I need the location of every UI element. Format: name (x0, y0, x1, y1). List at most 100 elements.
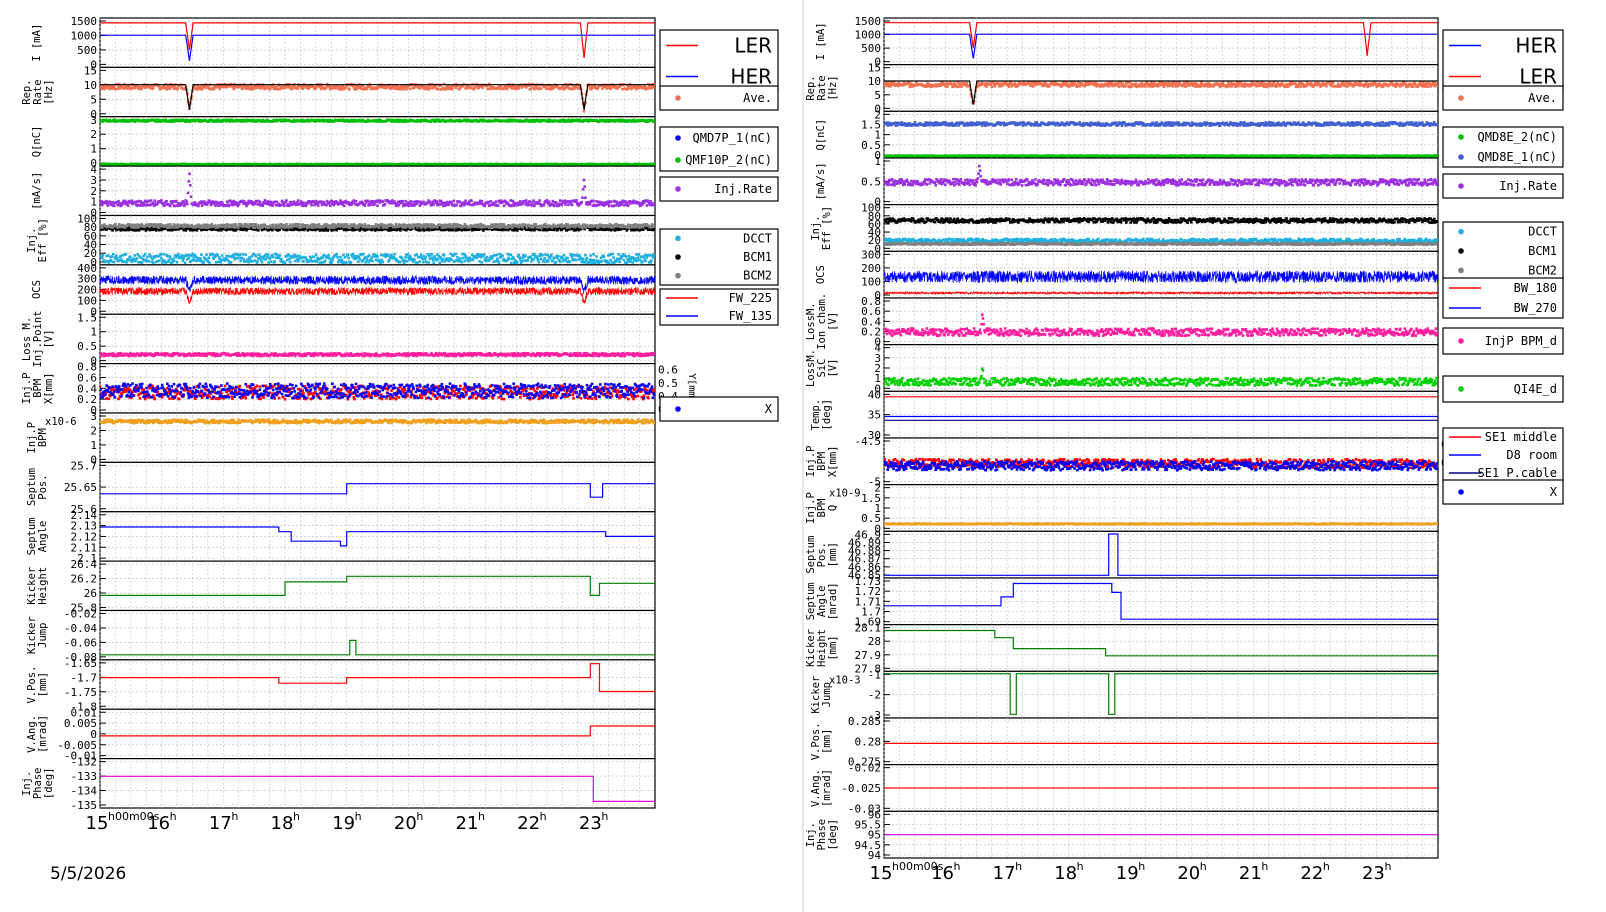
data-point (234, 201, 238, 204)
data-point (107, 120, 111, 123)
data-point (234, 252, 237, 256)
data-point (573, 258, 576, 261)
series-qmf10p-2-nc- (100, 162, 655, 167)
data-point (306, 85, 310, 88)
data-point (252, 201, 256, 204)
data-point (518, 256, 521, 259)
data-point (106, 86, 109, 90)
data-point (226, 254, 230, 258)
data-point (132, 257, 135, 260)
data-point (613, 84, 617, 88)
data-point (384, 255, 387, 258)
y-tick-label: 1000 (71, 29, 98, 42)
data-point (535, 84, 538, 88)
data-point (292, 118, 296, 122)
data-point (252, 87, 256, 90)
data-point (342, 204, 346, 208)
data-point (334, 202, 337, 205)
data-point (632, 256, 635, 260)
data-point (317, 204, 320, 207)
data-point (403, 203, 407, 207)
data-point (647, 200, 650, 203)
data-point (244, 87, 248, 90)
data-point (120, 84, 124, 88)
data-point (402, 258, 405, 262)
data-point (268, 256, 272, 260)
data-point (330, 199, 333, 203)
data-point (345, 226, 349, 229)
data-point (343, 201, 347, 204)
data-point (184, 229, 188, 232)
data-point (436, 227, 440, 231)
data-point (247, 260, 251, 264)
data-point (524, 254, 527, 258)
y-tick-label: 15 (84, 64, 97, 77)
data-point (491, 255, 495, 258)
data-point (615, 85, 618, 89)
data-point (652, 162, 655, 166)
data-point (173, 225, 177, 229)
data-point (229, 225, 233, 228)
data-point (645, 256, 649, 259)
data-point (462, 201, 465, 204)
data-point (651, 253, 655, 257)
data-point (558, 199, 562, 202)
data-point (504, 200, 507, 203)
data-point (221, 258, 225, 262)
data-point (376, 86, 380, 90)
data-point (185, 200, 188, 203)
data-point (621, 200, 625, 204)
data-point (417, 255, 421, 259)
data-point (592, 199, 595, 203)
data-point (115, 201, 119, 204)
data-point (603, 203, 606, 206)
data-point (524, 226, 527, 230)
data-point (393, 200, 396, 203)
data-point (157, 85, 161, 88)
data-point (427, 261, 430, 264)
data-point (483, 258, 487, 262)
data-point (425, 87, 428, 91)
data-point (628, 257, 632, 261)
data-point (527, 228, 530, 232)
data-point (198, 226, 202, 229)
data-point (509, 253, 512, 257)
data-point (600, 259, 604, 263)
data-point (533, 252, 536, 256)
data-point (108, 259, 111, 263)
data-point (376, 255, 379, 258)
data-point (479, 227, 482, 231)
data-point (249, 259, 253, 263)
data-point (383, 253, 387, 257)
data-point (238, 223, 242, 226)
data-point (582, 178, 586, 182)
data-point (129, 86, 132, 89)
data-point (325, 203, 328, 207)
data-point (637, 253, 641, 256)
data-point (347, 201, 350, 204)
data-point (544, 253, 547, 256)
data-point (102, 85, 105, 88)
data-point (330, 229, 333, 232)
y-tick-label: 1 (90, 196, 97, 209)
data-point (437, 254, 441, 258)
data-point (368, 85, 371, 88)
data-point (109, 223, 112, 227)
data-point (599, 256, 603, 260)
data-point (615, 200, 618, 204)
data-point (140, 204, 144, 207)
data-point (297, 260, 300, 263)
data-point (245, 228, 248, 232)
data-point (197, 87, 200, 91)
data-point (587, 84, 590, 88)
data-point (612, 256, 615, 259)
data-point (135, 204, 139, 207)
data-point (328, 261, 332, 264)
data-point (510, 84, 513, 88)
data-point (106, 260, 109, 263)
data-point (234, 224, 238, 228)
data-point (587, 261, 591, 264)
data-point (239, 224, 242, 228)
data-point (177, 252, 180, 256)
